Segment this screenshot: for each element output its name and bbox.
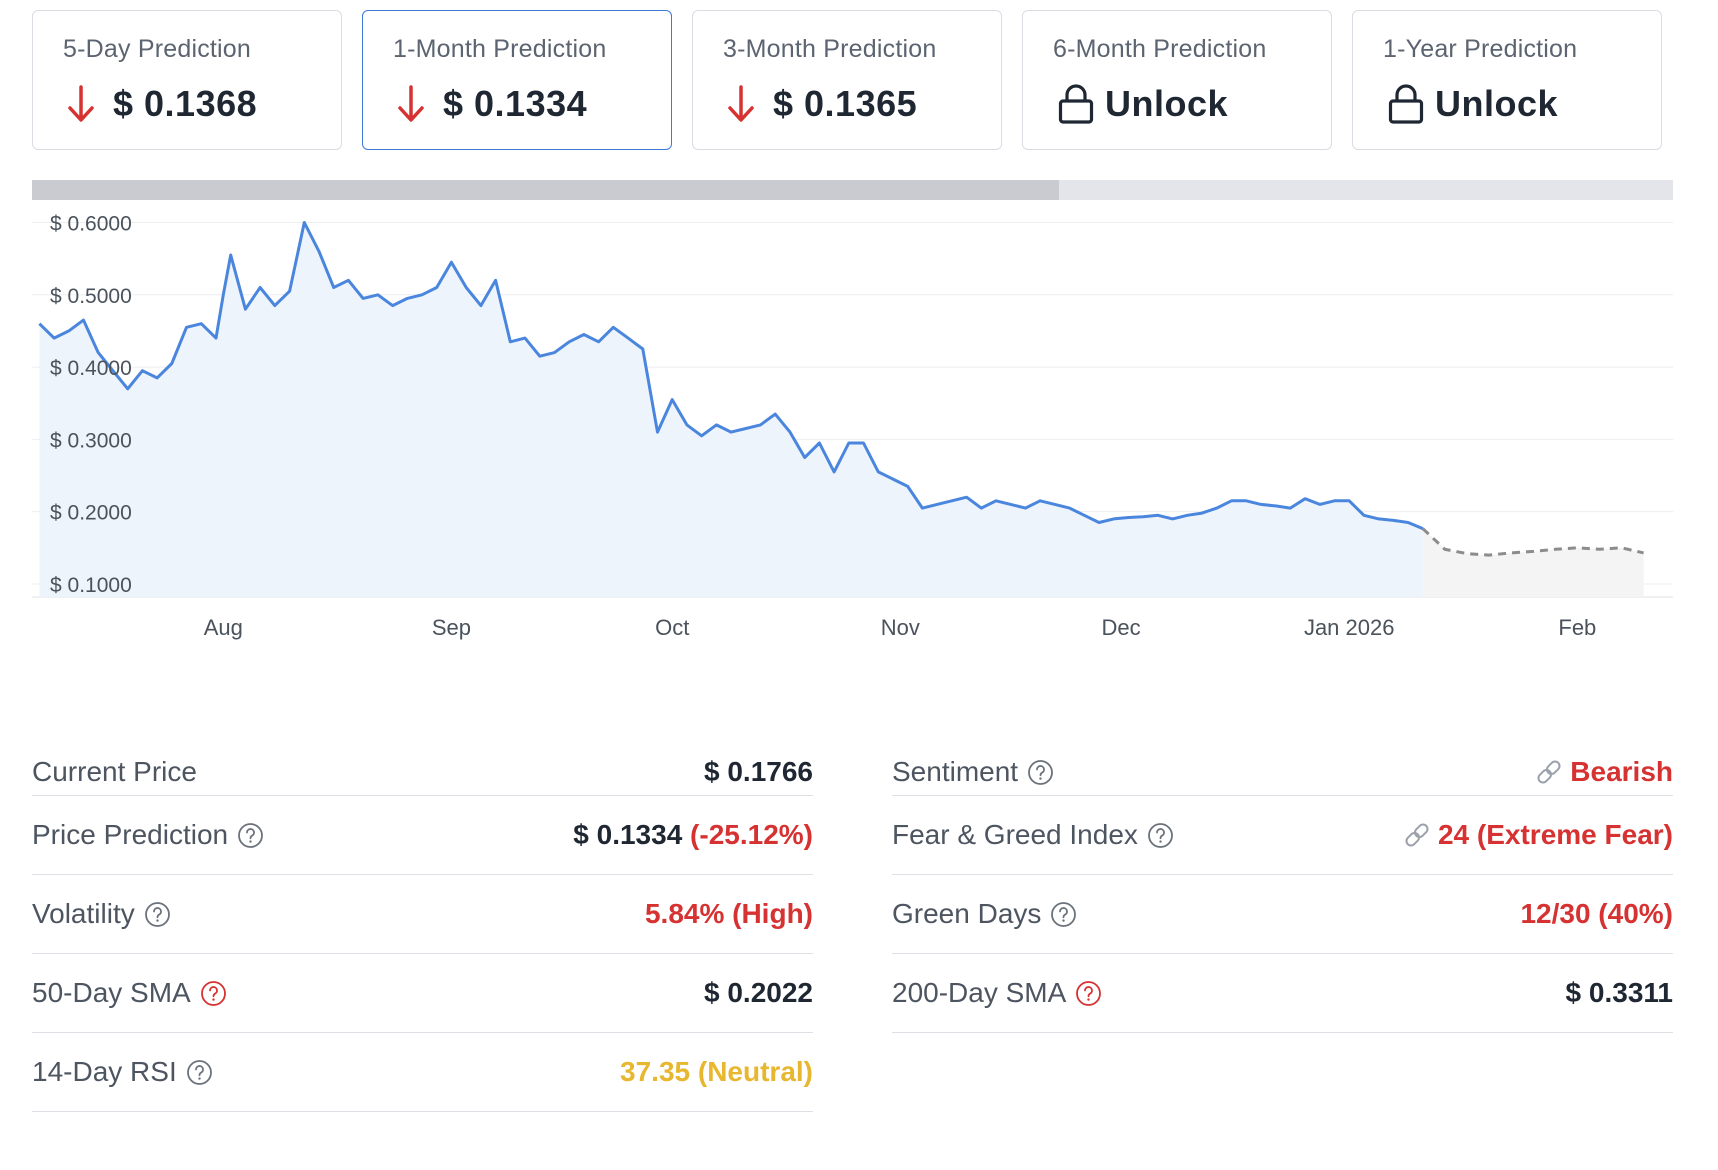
x-tick-label: Aug: [204, 615, 243, 640]
stat-value: 5.84% (High): [644, 898, 813, 929]
link-icon: [1537, 760, 1561, 784]
help-icon[interactable]: [1027, 759, 1054, 786]
stat-row-current-price: Current Price $ 0.1766: [32, 756, 813, 796]
stat-value: 12/30 (40%): [1520, 898, 1673, 929]
stat-label: Volatility: [32, 898, 135, 929]
arrow-down-icon: [68, 85, 94, 122]
y-tick-label: $ 0.1000: [50, 574, 132, 597]
x-tick-label: Feb: [1558, 615, 1596, 640]
forecast-price-line: [1421, 527, 1644, 557]
stat-label: 50-Day SMA: [32, 977, 191, 1008]
stat-row-14-day-rsi: 14-Day RSI 37.35 (Neutral): [32, 1033, 813, 1112]
stat-value: $ 0.1766: [704, 756, 813, 787]
stat-label: 14-Day RSI: [32, 1056, 177, 1087]
tab-value: Unlock: [1105, 83, 1229, 124]
tab-6-month-prediction[interactable]: 6-Month Prediction Unlock: [1022, 10, 1332, 150]
arrow-down-icon: [398, 85, 424, 122]
stat-label: Current Price: [32, 756, 197, 787]
tab-5-day-prediction[interactable]: 5-Day Prediction $ 0.1368: [32, 10, 342, 150]
tab-value: $ 0.1365: [773, 83, 918, 124]
sentiment-value[interactable]: Bearish: [1570, 756, 1673, 787]
x-tick-label: Sep: [432, 615, 471, 640]
fear-greed-value[interactable]: 24 (Extreme Fear): [1437, 819, 1673, 850]
stats-right: Sentiment Bearish Fear & Greed Index 24 …: [892, 756, 1673, 1033]
history-price-line: [38, 221, 1424, 530]
price-chart-svg: $ 0.6000 $ 0.5000 $ 0.4000 $ 0.3000 $ 0.2000…: [32, 180, 1673, 640]
arrow-down-icon: [728, 85, 754, 122]
help-icon[interactable]: [144, 901, 171, 928]
prediction-tabs: 5-Day Prediction $ 0.1368 1-Month Predic…: [32, 10, 1680, 150]
stat-value: 37.35 (Neutral): [620, 1056, 813, 1087]
stat-row-sentiment: Sentiment Bearish: [892, 756, 1673, 796]
stat-row-50-day-sma: 50-Day SMA $ 0.2022: [32, 954, 813, 1033]
tab-1-year-prediction[interactable]: 1-Year Prediction Unlock: [1352, 10, 1662, 150]
stat-label: Fear & Greed Index: [892, 819, 1138, 850]
price-chart: $ 0.6000 $ 0.5000 $ 0.4000 $ 0.3000 $ 0.2000…: [32, 178, 1673, 708]
tab-label: 3-Month Prediction: [723, 35, 937, 63]
tab-1-month-prediction[interactable]: 1-Month Prediction $ 0.1334: [362, 10, 672, 150]
stat-row-price-prediction: Price Prediction $ 0.1334 (-25.12%): [32, 796, 813, 875]
lock-icon: [1058, 84, 1094, 124]
tab-value: $ 0.1334: [443, 83, 588, 124]
tab-value: Unlock: [1435, 83, 1559, 124]
stat-row-green-days: Green Days 12/30 (40%): [892, 875, 1673, 954]
help-icon[interactable]: [1075, 980, 1102, 1007]
y-tick-label: $ 0.5000: [50, 285, 132, 308]
help-icon[interactable]: [237, 822, 264, 849]
stat-label: 200-Day SMA: [892, 977, 1067, 1008]
area-layer: [39, 222, 1644, 597]
stat-row-fear-greed-index: Fear & Greed Index 24 (Extreme Fear): [892, 796, 1673, 875]
x-tick-label: Dec: [1102, 615, 1141, 640]
stat-value: $ 0.1334: [573, 819, 683, 850]
help-icon[interactable]: [1147, 822, 1174, 849]
stat-row-volatility: Volatility 5.84% (High): [32, 875, 813, 954]
help-icon[interactable]: [186, 1059, 213, 1086]
tab-label: 1-Month Prediction: [393, 35, 607, 63]
tab-3-month-prediction[interactable]: 3-Month Prediction $ 0.1365: [692, 10, 1002, 150]
stats-left: Current Price $ 0.1766 Price Prediction …: [32, 756, 813, 1112]
x-tick-label: Oct: [655, 615, 689, 640]
help-icon[interactable]: [200, 980, 227, 1007]
x-axis-labels: Aug Sep Oct Nov Dec Jan 2026 Feb: [204, 615, 1597, 640]
stat-label: Sentiment: [892, 756, 1019, 787]
lock-icon: [1388, 84, 1424, 124]
x-tick-label: Nov: [881, 615, 920, 640]
y-tick-label: $ 0.3000: [50, 429, 132, 452]
help-icon[interactable]: [1050, 901, 1077, 928]
y-tick-label: $ 0.6000: [50, 212, 132, 235]
forecast-area: [1422, 528, 1644, 597]
tab-value: $ 0.1368: [113, 83, 258, 124]
y-tick-label: $ 0.4000: [50, 357, 132, 380]
x-tick-label: Jan 2026: [1304, 615, 1395, 640]
history-area: [39, 222, 1423, 597]
y-tick-label: $ 0.2000: [50, 502, 132, 525]
stat-label: Green Days: [892, 898, 1042, 929]
stat-change: (-25.12%): [682, 819, 813, 850]
tab-label: 6-Month Prediction: [1053, 35, 1267, 63]
link-icon: [1405, 823, 1429, 847]
range-scrollbar-thumb[interactable]: [32, 180, 1059, 200]
tab-label: 1-Year Prediction: [1383, 35, 1578, 63]
stat-row-200-day-sma: 200-Day SMA $ 0.3311: [892, 954, 1673, 1033]
stat-label: Price Prediction: [32, 819, 229, 850]
stat-value: $ 0.2022: [704, 977, 813, 1008]
stat-value: $ 0.3311: [1565, 977, 1673, 1008]
line-layer: [38, 221, 1644, 557]
y-axis-labels: $ 0.6000 $ 0.5000 $ 0.4000 $ 0.3000 $ 0.2000…: [50, 212, 132, 597]
tab-label: 5-Day Prediction: [63, 35, 252, 63]
